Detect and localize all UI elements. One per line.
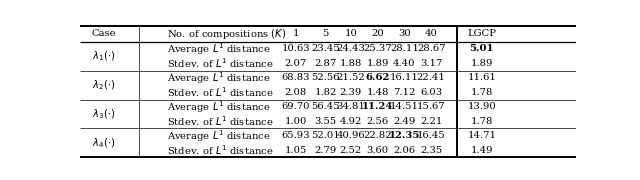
Text: Average $L^1$ distance: Average $L^1$ distance [167,70,270,86]
Text: 2.79: 2.79 [314,146,337,155]
Text: 24.43: 24.43 [337,44,365,53]
Text: Stdev. of $L^1$ distance: Stdev. of $L^1$ distance [167,86,273,99]
Text: 10.63: 10.63 [282,44,310,53]
Text: 4.40: 4.40 [393,59,415,68]
Text: Stdev. of $L^1$ distance: Stdev. of $L^1$ distance [167,57,273,70]
Text: 5: 5 [323,29,329,38]
Text: 2.56: 2.56 [367,117,388,126]
Text: 2.52: 2.52 [340,146,362,155]
Text: 16.45: 16.45 [417,131,445,140]
Text: 1.89: 1.89 [367,59,388,68]
Text: No. of compositions $(K)$: No. of compositions $(K)$ [167,27,286,41]
Text: LGCP: LGCP [467,29,496,38]
Text: 52.01: 52.01 [311,131,340,140]
Text: 12.35: 12.35 [388,131,420,140]
Text: $\lambda_4(\cdot)$: $\lambda_4(\cdot)$ [92,136,115,150]
Text: 2.87: 2.87 [314,59,337,68]
Text: 14.51: 14.51 [390,102,419,111]
Text: 13.90: 13.90 [467,102,496,111]
Text: Average $L^1$ distance: Average $L^1$ distance [167,99,270,115]
Text: 1.88: 1.88 [340,59,362,68]
Text: 1.49: 1.49 [470,146,493,155]
Text: 22.82: 22.82 [364,131,392,140]
Text: Average $L^1$ distance: Average $L^1$ distance [167,41,270,57]
Text: 28.67: 28.67 [417,44,445,53]
Text: 1.00: 1.00 [285,117,307,126]
Text: 68.83: 68.83 [282,73,310,82]
Text: 2.39: 2.39 [340,88,362,97]
Text: 20: 20 [371,29,384,38]
Text: Case: Case [92,29,116,38]
Text: 25.37: 25.37 [364,44,392,53]
Text: 40.96: 40.96 [337,131,365,140]
Text: 2.08: 2.08 [285,88,307,97]
Text: 5.01: 5.01 [470,44,494,53]
Text: 1.78: 1.78 [470,117,493,126]
Text: Stdev. of $L^1$ distance: Stdev. of $L^1$ distance [167,114,273,128]
Text: 3.17: 3.17 [420,59,442,68]
Text: 6.62: 6.62 [365,73,390,82]
Text: $\lambda_3(\cdot)$: $\lambda_3(\cdot)$ [92,107,115,121]
Text: 40: 40 [425,29,438,38]
Text: 3.60: 3.60 [367,146,388,155]
Text: 1.89: 1.89 [470,59,493,68]
Text: 23.45: 23.45 [311,44,340,53]
Text: 28.11: 28.11 [390,44,419,53]
Text: 10: 10 [344,29,357,38]
Text: $\lambda_1(\cdot)$: $\lambda_1(\cdot)$ [92,49,115,63]
Text: 6.03: 6.03 [420,88,442,97]
Text: 65.93: 65.93 [282,131,310,140]
Text: 3.55: 3.55 [314,117,337,126]
Text: 11.61: 11.61 [467,73,496,82]
Text: 2.35: 2.35 [420,146,442,155]
Text: 7.12: 7.12 [393,88,415,97]
Text: 15.67: 15.67 [417,102,445,111]
Text: Average $L^1$ distance: Average $L^1$ distance [167,128,270,144]
Text: 30: 30 [398,29,411,38]
Text: 34.81: 34.81 [337,102,365,111]
Text: 1.82: 1.82 [314,88,337,97]
Text: 1.78: 1.78 [470,88,493,97]
Text: 56.45: 56.45 [311,102,340,111]
Text: 1.48: 1.48 [366,88,389,97]
Text: 11.24: 11.24 [362,102,394,111]
Text: 4.92: 4.92 [340,117,362,126]
Text: 21.52: 21.52 [337,73,365,82]
Text: 22.41: 22.41 [417,73,445,82]
Text: 2.07: 2.07 [285,59,307,68]
Text: 1.05: 1.05 [285,146,307,155]
Text: $\lambda_2(\cdot)$: $\lambda_2(\cdot)$ [92,78,115,92]
Text: 1: 1 [292,29,299,38]
Text: 69.70: 69.70 [282,102,310,111]
Text: 2.06: 2.06 [394,146,415,155]
Text: 2.21: 2.21 [420,117,442,126]
Text: 14.71: 14.71 [467,131,496,140]
Text: Stdev. of $L^1$ distance: Stdev. of $L^1$ distance [167,143,273,157]
Text: 52.56: 52.56 [311,73,340,82]
Text: 2.49: 2.49 [393,117,415,126]
Text: 16.11: 16.11 [390,73,419,82]
